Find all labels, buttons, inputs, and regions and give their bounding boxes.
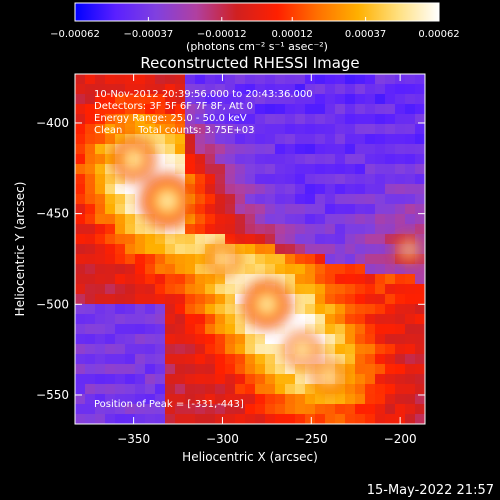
annotation-counts: Clean Total counts: 3.75E+03 bbox=[94, 125, 254, 136]
colorbar-unit-label: (photons cm⁻² s⁻¹ asec⁻²) bbox=[186, 40, 328, 53]
x-axis-label: Heliocentric X (arcsec) bbox=[182, 450, 318, 464]
x-tick-label: −200 bbox=[384, 432, 417, 446]
colorbar-tick-label: −0.00037 bbox=[124, 29, 174, 40]
chart-title: Reconstructed RHESSI Image bbox=[140, 54, 359, 72]
x-tick-label: −350 bbox=[117, 432, 150, 446]
annotation-detectors: Detectors: 3F 5F 6F 7F 8F, Att 0 bbox=[94, 101, 253, 112]
colorbar-tick-label: 0.00037 bbox=[345, 29, 386, 40]
emission-source bbox=[390, 231, 425, 269]
colorbar-tick-label: −0.00012 bbox=[197, 29, 247, 40]
emission-source bbox=[201, 238, 244, 280]
y-tick-label: −400 bbox=[36, 116, 69, 130]
colorbar-tick-label: 0.00062 bbox=[418, 29, 459, 40]
x-tick-label: −300 bbox=[206, 432, 239, 446]
y-tick-label: −500 bbox=[36, 297, 69, 311]
annotation-block: 10-Nov-2012 20:39:56.000 to 20:43:36.000… bbox=[94, 89, 313, 136]
emission-source bbox=[308, 356, 350, 398]
y-axis-label: Heliocentric Y (arcsec) bbox=[13, 182, 27, 317]
peak-label: Position of Peak = [-331,-443] bbox=[94, 399, 244, 410]
y-tick-label: −450 bbox=[36, 207, 69, 221]
annotation-energy: Energy Range: 25.0 - 50.0 keV bbox=[94, 113, 247, 124]
colorbar-ticks: −0.00062 −0.00037 −0.00012 0.00012 0.00037 0.… bbox=[50, 17, 460, 40]
emission-source bbox=[279, 327, 325, 373]
colorbar-tick-label: −0.00062 bbox=[50, 29, 100, 40]
emission-source bbox=[107, 133, 160, 186]
colorbar-tick-label: 0.00012 bbox=[272, 29, 313, 40]
footer-date: 15-May-2022 21:57 bbox=[367, 483, 494, 498]
image-area bbox=[75, 74, 425, 424]
emission-source bbox=[238, 275, 296, 333]
plot-frame bbox=[74, 73, 426, 425]
emission-source bbox=[135, 168, 200, 233]
axes: −350 −300 −250 −200 −400 −450 −500 −550 bbox=[36, 74, 425, 446]
annotation-time: 10-Nov-2012 20:39:56.000 to 20:43:36.000 bbox=[94, 89, 313, 100]
colorbar bbox=[74, 2, 440, 22]
x-tick-label: −250 bbox=[295, 432, 328, 446]
y-tick-label: −550 bbox=[36, 388, 69, 402]
